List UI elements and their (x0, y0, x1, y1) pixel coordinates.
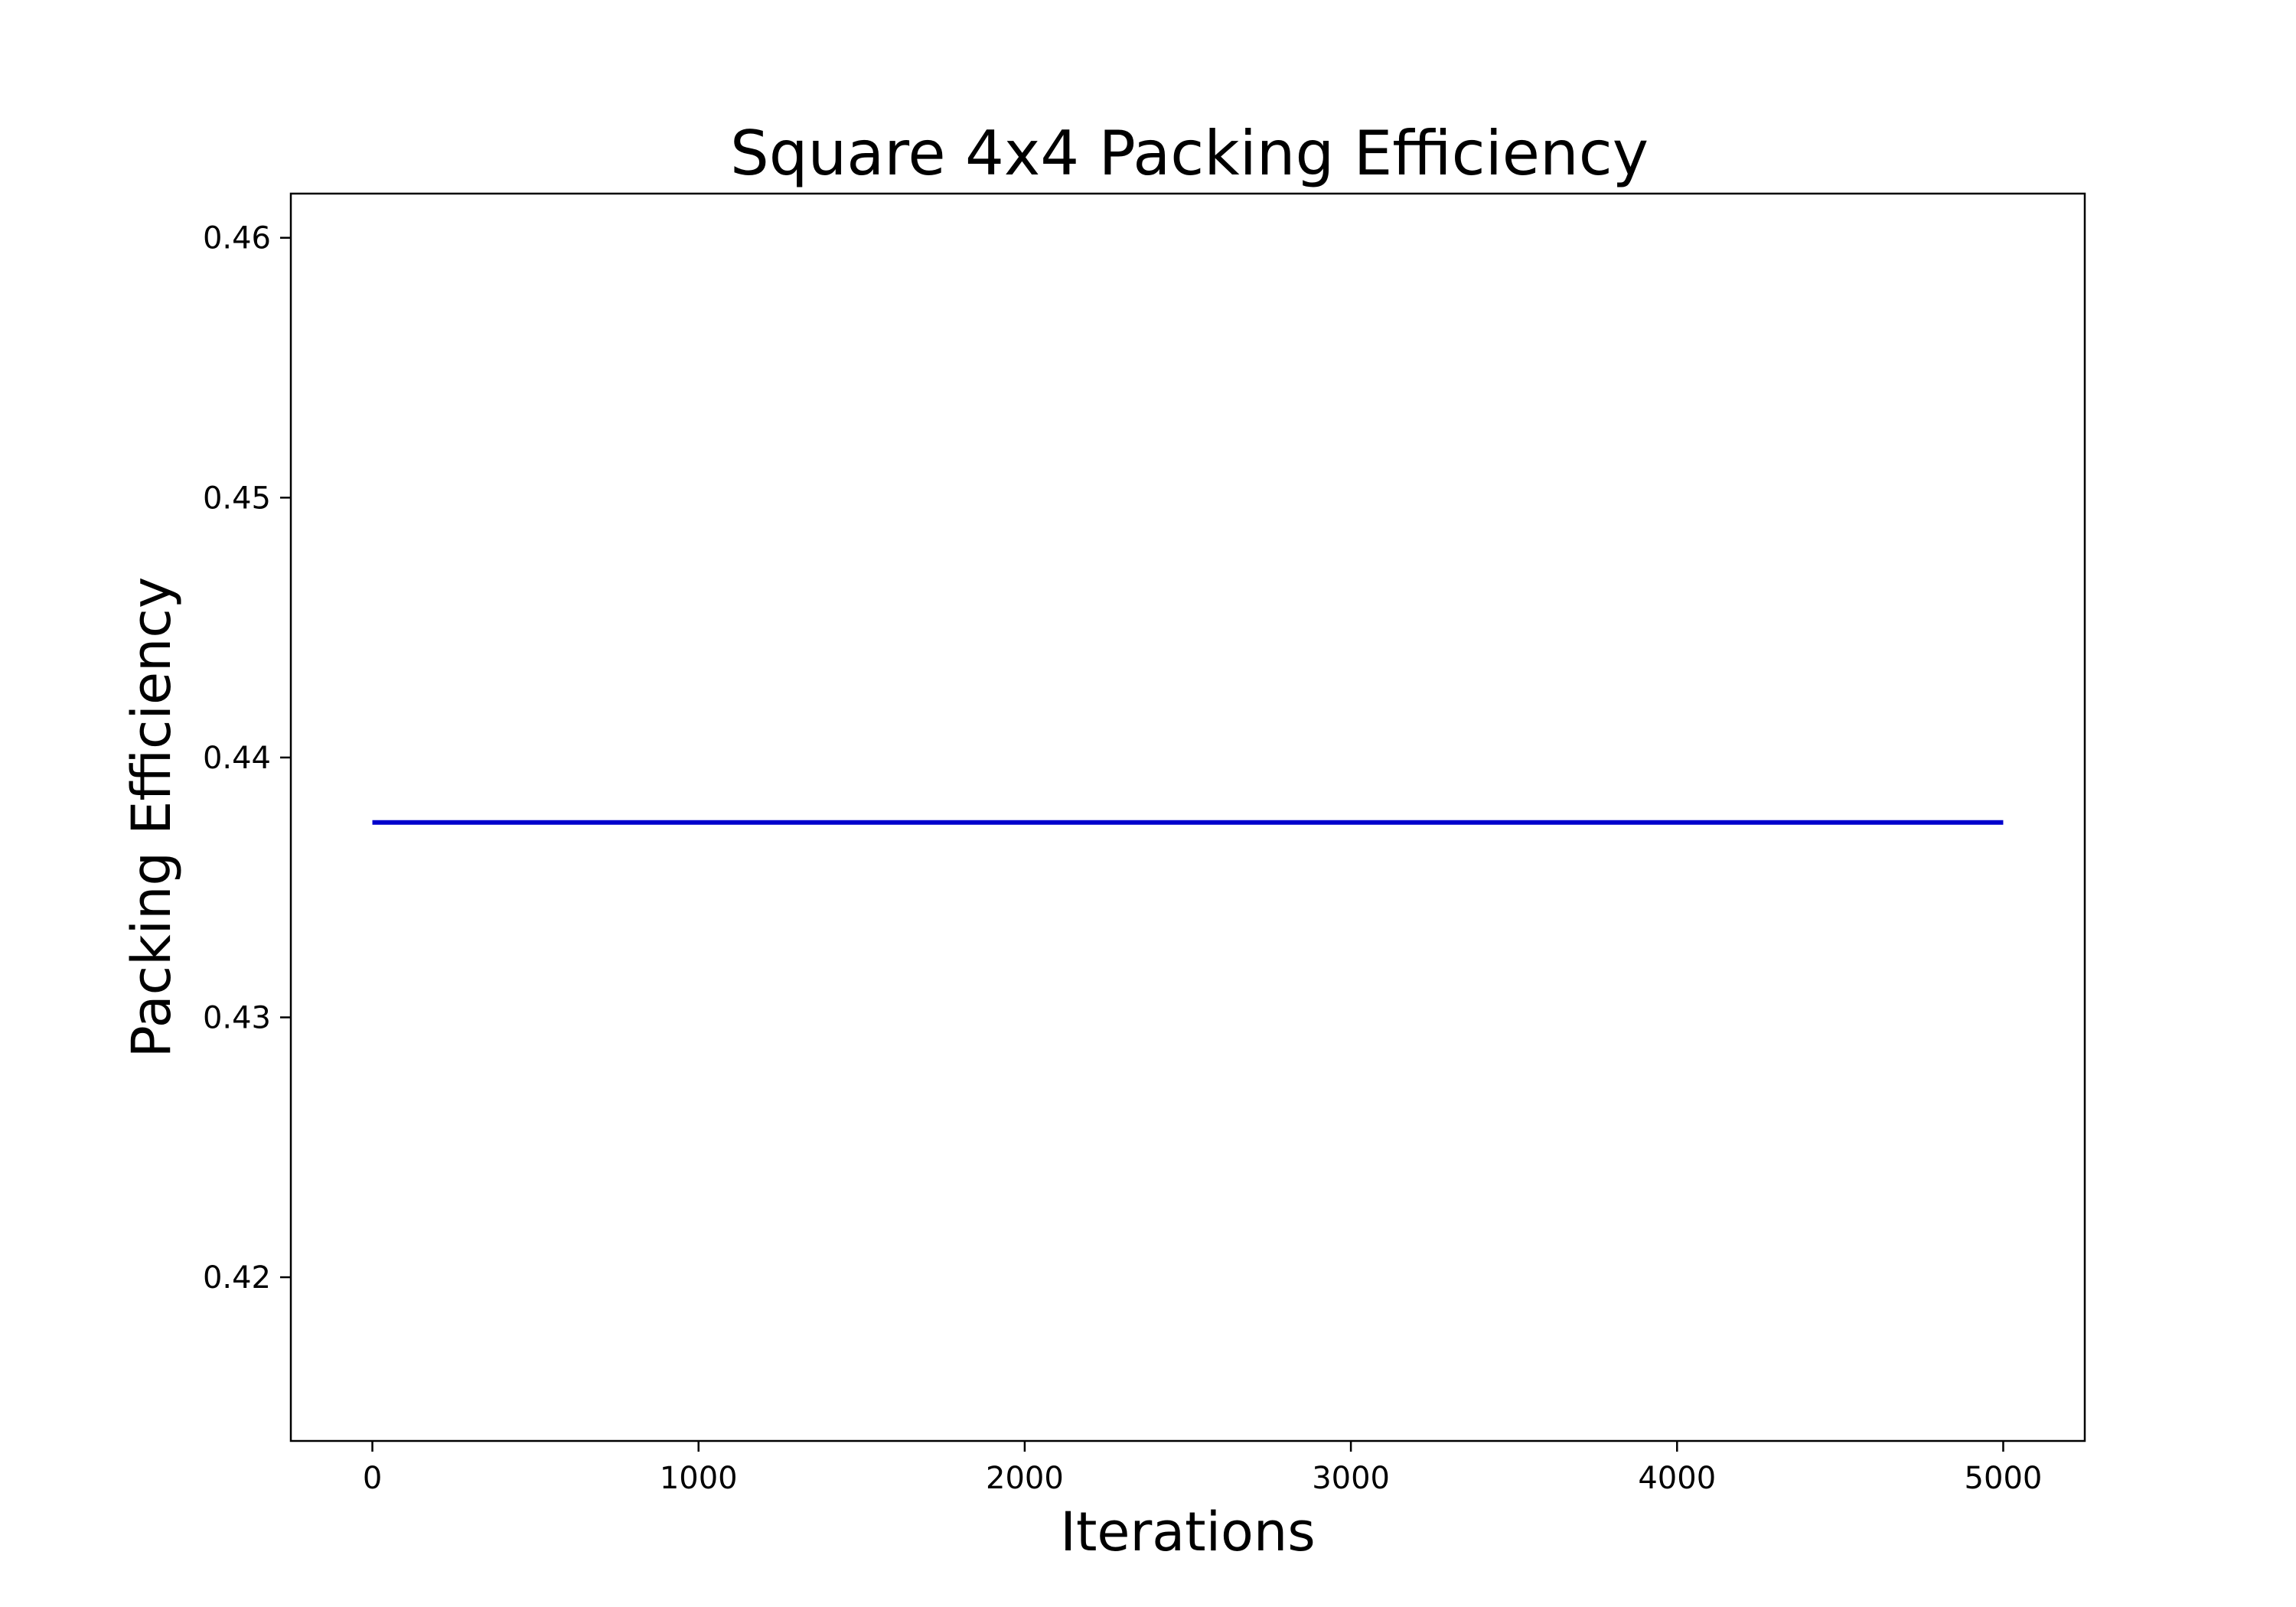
y-tick-label: 0.45 (203, 481, 271, 516)
y-tick-label: 0.42 (203, 1260, 271, 1296)
x-tick-label: 1000 (660, 1461, 738, 1496)
chart-title: Square 4x4 Packing Efficiency (730, 118, 1649, 189)
y-axis-ticks: 0.42 0.43 0.44 0.45 0.46 (203, 221, 291, 1296)
x-tick-label: 3000 (1312, 1461, 1390, 1496)
x-tick-label: 2000 (986, 1461, 1064, 1496)
y-tick-label: 0.43 (203, 1000, 271, 1035)
plot-area-frame (289, 192, 2086, 1442)
y-tick-label: 0.46 (203, 221, 271, 256)
x-tick-label: 5000 (1965, 1461, 2043, 1496)
x-tick-label: 4000 (1638, 1461, 1716, 1496)
x-axis-ticks: 0 1000 2000 3000 4000 5000 (363, 1441, 2043, 1496)
y-tick-label: 0.44 (203, 741, 271, 776)
y-axis-label: Packing Efficiency (120, 577, 183, 1058)
x-tick-label: 0 (363, 1461, 382, 1496)
x-axis-label: Iterations (1060, 1501, 1315, 1563)
